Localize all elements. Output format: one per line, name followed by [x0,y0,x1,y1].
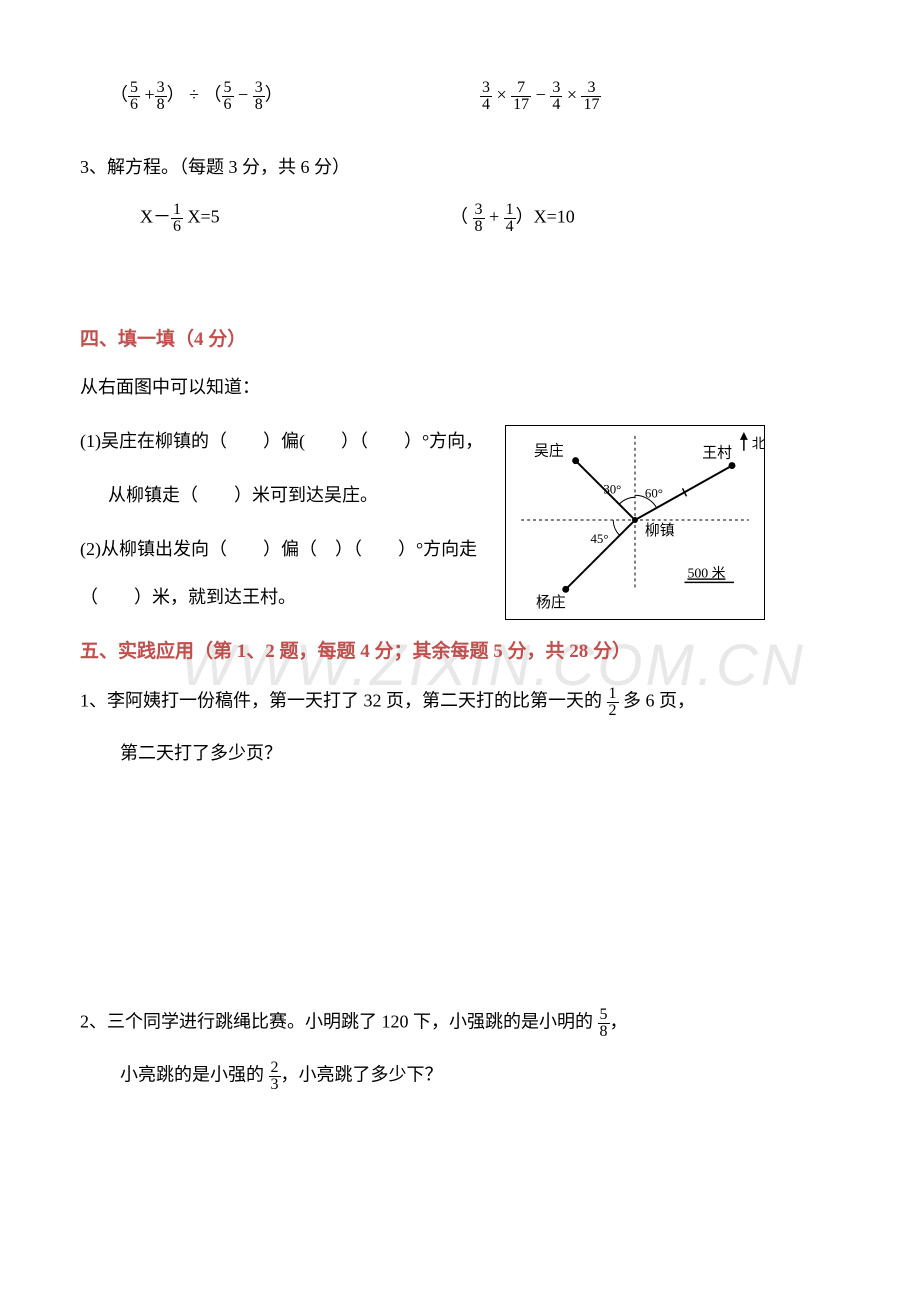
q3-title: 3、解方程。（每题 3 分，共 6 分） [80,153,840,182]
liuzhen-label: 柳镇 [645,522,675,539]
frac-num: 5 [222,80,234,97]
frac-den: 8 [473,219,485,235]
eq-text: X－ [140,206,171,226]
wuzhuang-label: 吴庄 [534,442,564,460]
frac-den: 6 [171,219,183,235]
frac-den: 3 [269,1077,281,1093]
q1-line1: 1、李阿姨打一份稿件，第一天打了 32 页，第二天打的比第一天的 12 多 6 … [80,686,840,719]
op: − [536,85,546,105]
op: − [238,85,248,105]
wangcun-label: 王村 [702,445,732,462]
q3-right: （ 38 + 14）X=10 [450,202,575,235]
q2-line2: 小亮跳的是小强的 23，小亮跳了多少下？ [120,1060,840,1093]
q2b-post: ，小亮跳了多少下？ [281,1065,443,1085]
frac-num: 3 [480,80,492,97]
frac-num: 3 [253,80,265,97]
math-row-1: （56 +38） ÷ （56 − 38） 34 × 717 − 34 × 317 [110,80,840,113]
frac-den: 6 [222,97,234,113]
frac-num: 5 [598,1007,610,1024]
yangzhuang-label: 杨庄 [536,593,566,611]
q2-post: ， [610,1012,628,1032]
expr-top-right: 34 × 717 − 34 × 317 [480,80,601,113]
frac-den: 8 [155,97,167,113]
angle60-label: 60° [645,486,663,500]
eq-text: （ [450,206,473,226]
op: + [489,206,499,226]
frac-den: 4 [480,97,492,113]
frac-den: 8 [598,1024,610,1040]
frac-den: 8 [253,97,265,113]
op: × [567,85,577,105]
frac-num: 3 [550,80,562,97]
frac-num: 2 [269,1060,281,1077]
north-label: 北 [752,436,764,451]
op: × [497,85,507,105]
frac-num: 3 [155,80,167,97]
frac-num: 3 [581,80,601,97]
frac-den: 2 [607,703,619,719]
angle45-label: 45° [590,532,608,546]
q1-post: 多 6 页， [623,690,695,710]
section5-title: 五、实践应用（第 1、2 题，每题 4 分；其余每题 5 分，共 28 分） [80,637,840,667]
q3-equations: X－16 X=5 （ 38 + 14）X=10 [140,202,840,235]
op: ÷ [189,85,199,105]
section4-intro: 从右面图中可以知道： [80,373,840,402]
eq-text: X=5 [183,206,220,226]
q1-line2: 第二天打了多少页？ [120,739,840,768]
frac-num: 1 [607,686,619,703]
frac-den: 17 [511,97,531,113]
scale-label: 500 米 [687,565,725,580]
section4-title: 四、填一填（4 分） [80,325,840,355]
frac-den: 4 [550,97,562,113]
q2-line1: 2、三个同学进行跳绳比赛。小明跳了 120 下，小强跳的是小明的 58， [80,1007,840,1040]
frac-num: 3 [473,202,485,219]
frac-den: 4 [504,219,516,235]
frac-num: 7 [511,80,531,97]
eq-text: ）X=10 [516,206,575,226]
page-content: （56 +38） ÷ （56 − 38） 34 × 717 − 34 × 317… [80,80,840,1093]
q2b-pre: 小亮跳的是小强的 [120,1065,264,1085]
direction-diagram: 北 吴庄 王村 杨庄 柳镇 30° 60° 45° [505,425,765,620]
q2-pre: 2、三个同学进行跳绳比赛。小明跳了 120 下，小强跳的是小明的 [80,1012,593,1032]
angle30-label: 30° [603,482,621,496]
q1-pre: 1、李阿姨打一份稿件，第一天打了 32 页，第二天打的比第一天的 [80,690,602,710]
frac-num: 1 [171,202,183,219]
expr-top-left: （56 +38） ÷ （56 − 38） [110,80,480,113]
op: + [145,85,155,105]
frac-num: 1 [504,202,516,219]
q3-left: X－16 X=5 [140,202,450,235]
diagram-svg: 北 吴庄 王村 杨庄 柳镇 30° 60° 45° [506,426,764,619]
frac-den: 17 [581,97,601,113]
frac-num: 5 [128,80,140,97]
frac-den: 6 [128,97,140,113]
